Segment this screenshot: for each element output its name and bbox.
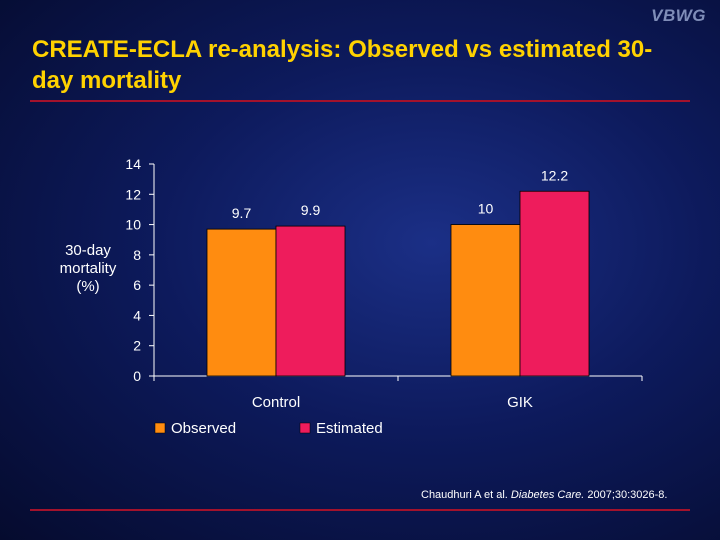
vbwg-logo: VBWG [651,6,706,25]
slide-title: CREATE-ECLA re-analysis: Observed vs est… [32,36,653,94]
x-category-label: GIK [507,394,533,411]
y-tick-label: 8 [133,247,141,263]
citation-authors: Chaudhuri A et al. [421,489,508,501]
citation-journal: Diabetes Care. [510,489,585,501]
chart-legend: Observed Estimated [154,420,383,437]
legend-label-estimated: Estimated [316,420,383,437]
legend-swatch-observed [154,422,166,434]
bar-observed-control [206,228,277,377]
data-label: 12.2 [541,167,568,183]
y-tick-label: 0 [133,368,141,384]
y-tick-label: 2 [133,338,141,354]
title-divider [30,100,690,102]
citation: Chaudhuri A et al. Diabetes Care. 2007;3… [421,489,667,501]
footer-divider [30,509,690,511]
data-label: 9.7 [232,205,252,221]
data-label: 10 [478,201,494,217]
y-tick-label: 4 [133,307,141,323]
y-tick-label: 6 [133,277,141,293]
bar-estimated-gik [519,190,590,377]
legend-swatch-estimated [299,422,311,434]
legend-label-observed: Observed [171,420,236,437]
data-label: 9.9 [301,202,321,218]
y-tick-label: 12 [125,186,141,202]
chart-bars [206,190,590,377]
bar-observed-gik [450,224,521,377]
chart-data-labels: 9.7 9.9 10 12.2 [232,167,569,221]
bar-estimated-control [275,225,346,377]
citation-details: 2007;30:3026-8. [587,489,668,501]
y-axis-label: 30-day mortality (%) [59,242,117,295]
y-tick-label: 10 [125,217,141,233]
y-tick-label: 14 [125,156,141,172]
x-category-label: Control [252,394,300,411]
chart-axes: 0 2 4 6 8 10 12 14 Control GIK [125,156,643,411]
